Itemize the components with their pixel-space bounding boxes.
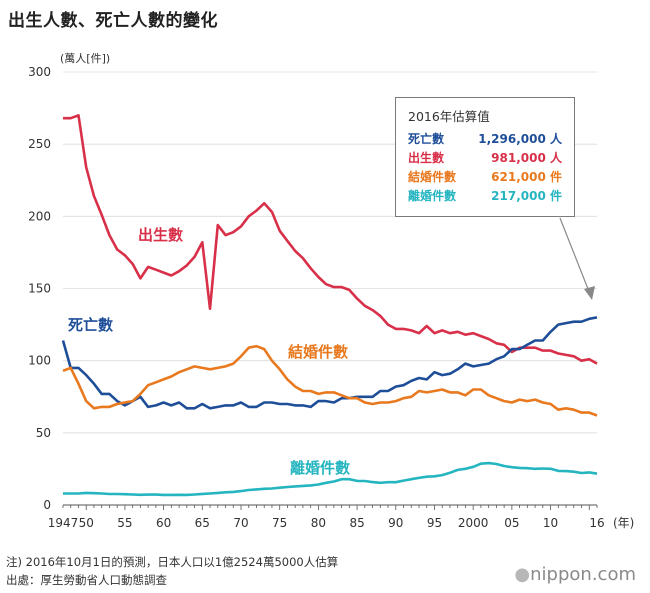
callout-arrow-line	[559, 217, 591, 295]
y-tick-label: 250	[28, 137, 51, 151]
series-label: 離婚件數	[290, 459, 350, 477]
x-tick-label: 50	[79, 516, 94, 530]
estimate-box-title: 2016年估算值	[408, 109, 490, 124]
y-tick-label: 200	[28, 209, 51, 223]
x-tick-label: 75	[272, 516, 287, 530]
x-tick-label: 85	[349, 516, 364, 530]
series-label: 出生數	[138, 226, 183, 244]
series-line-1	[61, 316, 598, 410]
y-tick-label: 150	[28, 282, 51, 296]
x-tick-label: 65	[195, 516, 210, 530]
estimate-row-births: 出生數 981,000 人	[408, 149, 562, 168]
x-axis-unit: (年)	[613, 516, 634, 530]
estimate-row-divorces: 離婚件數 217,000 件	[408, 187, 562, 206]
x-tick-label: 95	[427, 516, 442, 530]
estimate-row-deaths: 死亡數 1,296,000 人	[408, 130, 562, 149]
callout-arrow-head	[584, 286, 595, 300]
x-tick-label: 16	[589, 516, 604, 530]
x-tick-label: 60	[156, 516, 171, 530]
estimate-label: 出生數	[408, 151, 445, 165]
estimate-value: 981,000 人	[491, 151, 562, 165]
estimate-value: 217,000 件	[491, 189, 562, 203]
x-tick-label: 05	[504, 516, 519, 530]
source-note: 出處：厚生勞動省人口動態調查	[6, 573, 167, 587]
series-line-3	[63, 461, 598, 497]
x-tick-label: 90	[388, 516, 403, 530]
series-line-0	[63, 114, 598, 365]
x-tick-label: 55	[117, 516, 132, 530]
estimate-value: 621,000 件	[491, 170, 562, 184]
y-tick-label: 50	[36, 426, 51, 440]
estimate-label: 死亡數	[408, 132, 445, 146]
chart-title: 出生人數、死亡人數的變化	[8, 11, 218, 31]
footnote: 注) 2016年10月1日的預測，日本人口以1億2524萬5000人估算	[6, 555, 339, 569]
estimate-label: 離婚件數	[408, 189, 457, 203]
x-tick-label: 10	[543, 516, 558, 530]
y-axis-unit-label: (萬人[件])	[60, 52, 111, 65]
y-tick-label: 100	[28, 354, 51, 368]
nippon-logo: ●nippon.com	[514, 564, 636, 585]
y-tick-label: 0	[43, 498, 51, 512]
estimate-label: 結婚件數	[408, 170, 457, 184]
x-tick-label: 2000	[458, 516, 489, 530]
x-tick-label: 70	[233, 516, 248, 530]
x-tick-label: 1947	[48, 516, 79, 530]
series-label: 結婚件數	[288, 343, 348, 361]
series-line-2	[62, 344, 598, 417]
estimate-row-marriages: 結婚件數 621,000 件	[408, 168, 562, 187]
logo-text: nippon.com	[530, 564, 636, 585]
y-tick-label: 300	[28, 65, 51, 79]
series-label: 死亡數	[68, 316, 113, 334]
estimate-value: 1,296,000 人	[478, 132, 562, 146]
x-tick-label: 80	[311, 516, 326, 530]
estimate-box: 2016年估算值 死亡數 1,296,000 人 出生數 981,000 人 結…	[395, 97, 575, 217]
